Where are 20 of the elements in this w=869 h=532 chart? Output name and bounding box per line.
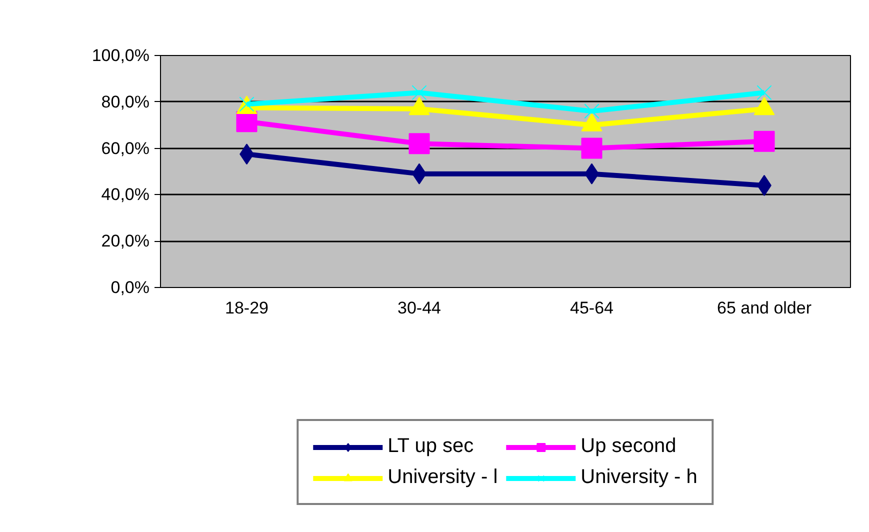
x-tick-label: 45-64 — [570, 298, 614, 318]
y-tick-label: 60,0% — [101, 138, 150, 158]
y-tick-label: 100,0% — [92, 46, 150, 65]
x-tick-label: 30-44 — [398, 298, 441, 318]
y-tick-label: 0,0% — [110, 278, 150, 297]
legend-label: Up second — [580, 435, 676, 458]
point — [754, 130, 775, 152]
x-tick-label: 18-29 — [225, 298, 268, 318]
point — [756, 85, 772, 100]
point — [412, 85, 427, 100]
x-tick-label: 65 and older — [716, 298, 812, 318]
y-tick-label: 40,0% — [101, 185, 150, 204]
point — [584, 104, 600, 119]
legend-label: University - h — [580, 466, 698, 489]
legend-label: LT up sec — [388, 435, 474, 458]
y-tick-label: 20,0% — [101, 232, 150, 251]
legend-label: University - l — [388, 466, 498, 489]
y-tick-label: 80,0% — [101, 92, 150, 112]
point — [581, 138, 602, 159]
point — [408, 133, 430, 154]
